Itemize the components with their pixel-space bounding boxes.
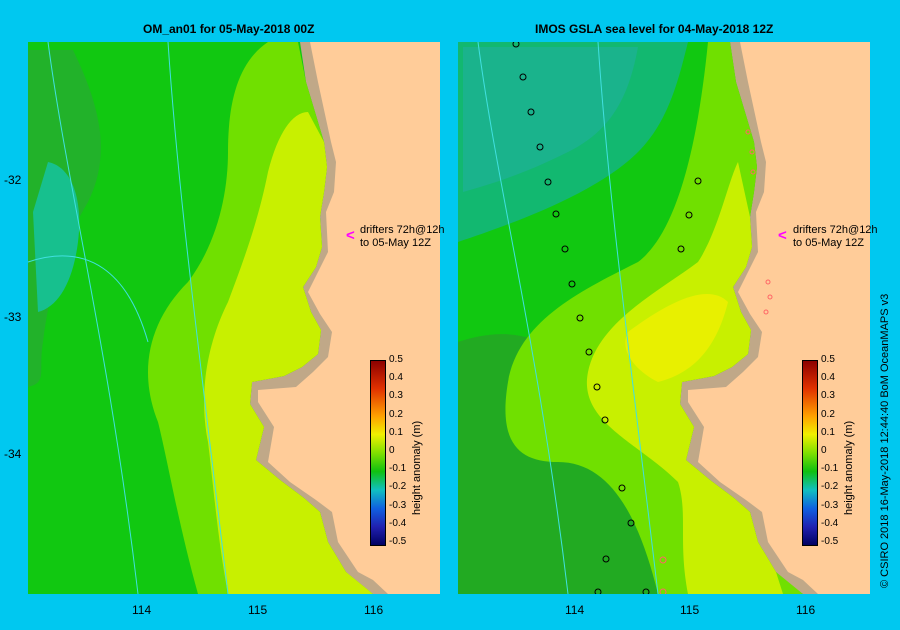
- colorbar-tick-label: -0.5: [389, 536, 407, 547]
- colorbar-tick-label: 0: [821, 445, 827, 456]
- right-colorbar-title: height anomaly (m): [843, 420, 855, 515]
- left-drifter-line-2: to 05-May 12Z: [360, 237, 431, 249]
- colorbar-tick-label: -0.4: [389, 517, 407, 529]
- colorbar-tick-label: 0.3: [821, 390, 835, 402]
- left-lon-label-115: 115: [248, 603, 268, 617]
- colorbar-tick-label: 0.1: [821, 426, 835, 438]
- colorbar-tick-label: -0.5: [821, 536, 839, 547]
- colorbar-tick-label: 0.2: [389, 408, 403, 420]
- left-panel-title: OM_an01 for 05-May-2018 00Z: [143, 22, 315, 36]
- right-drifter-label: drifters 72h@12h to 05-May 12Z: [793, 224, 878, 250]
- lat-label-33: -33: [4, 310, 22, 324]
- left-colorbar: [370, 360, 386, 546]
- colorbar-tick-label: -0.2: [389, 481, 407, 493]
- colorbar-tick-label: 0.5: [389, 354, 403, 365]
- colorbar-tick-label: 0.4: [389, 372, 403, 384]
- colorbar-tick-label: -0.2: [821, 481, 839, 493]
- left-drifter-line-1: drifters 72h@12h: [360, 224, 445, 236]
- right-drifter-arrow-icon: <: [778, 227, 787, 244]
- left-map-panel: [28, 42, 440, 594]
- colorbar-tick-label: 0.4: [821, 372, 835, 384]
- left-lon-label-114: 114: [132, 603, 152, 617]
- colorbar-tick-label: -0.1: [389, 463, 407, 475]
- colorbar-tick-label: -0.1: [821, 463, 839, 475]
- right-drifter-line-1: drifters 72h@12h: [793, 224, 878, 236]
- lat-label-32: -32: [4, 173, 22, 187]
- colorbar-tick-label: 0.1: [389, 426, 403, 438]
- colorbar-tick-label: 0.5: [821, 354, 835, 365]
- left-sea-level-field: [28, 42, 440, 594]
- right-sea-level-field: [458, 42, 870, 594]
- credit-text: © CSIRO 2018 16-May-2018 12:44:40 BoM Oc…: [879, 293, 891, 588]
- right-lon-label-115: 115: [680, 603, 700, 617]
- colorbar-tick-label: 0.3: [389, 390, 403, 402]
- right-map-panel: [458, 42, 870, 594]
- right-lon-label-116: 116: [796, 603, 816, 617]
- colorbar-tick-label: 0.2: [821, 408, 835, 420]
- colorbar-tick-label: 0: [389, 445, 395, 456]
- colorbar-tick-label: -0.3: [389, 499, 407, 511]
- left-drifter-arrow-icon: <: [346, 227, 355, 244]
- right-drifter-line-2: to 05-May 12Z: [793, 237, 864, 249]
- colorbar-tick-label: -0.4: [821, 517, 839, 529]
- left-lon-label-116: 116: [364, 603, 384, 617]
- lat-label-34: -34: [4, 447, 22, 461]
- left-drifter-label: drifters 72h@12h to 05-May 12Z: [360, 224, 445, 250]
- left-colorbar-title: height anomaly (m): [411, 420, 423, 515]
- colorbar-tick-label: -0.3: [821, 499, 839, 511]
- right-colorbar: [802, 360, 818, 546]
- right-lon-label-114: 114: [565, 603, 585, 617]
- right-panel-title: IMOS GSLA sea level for 04-May-2018 12Z: [535, 22, 774, 36]
